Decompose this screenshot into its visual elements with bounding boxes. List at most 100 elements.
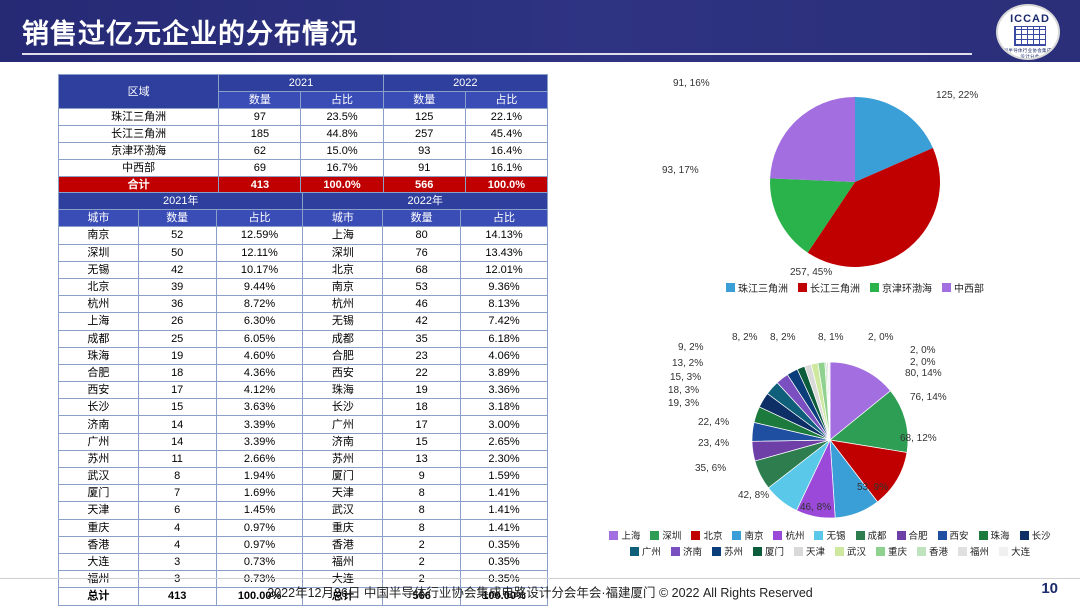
legend-label: 合肥 — [908, 531, 928, 542]
cell-pct-2022: 3.36% — [460, 381, 548, 400]
cell-count-2021: 8 — [137, 466, 217, 486]
col-pct-2022: 占比 — [460, 209, 548, 228]
legend-swatch — [917, 546, 927, 556]
pie2-label-xian: 22, 4% — [698, 417, 730, 428]
legend-swatch — [711, 546, 721, 556]
pie-slice-大连 — [827, 361, 831, 441]
col-count-2022: 数量 — [382, 209, 462, 228]
legend-swatch — [732, 530, 742, 540]
legend-item-西安: 西安 — [937, 528, 969, 542]
cell-pct-2021: 6.05% — [215, 329, 304, 348]
table-row: 珠江三角洲 97 23.5% 125 22.1% — [57, 108, 549, 126]
iccad-logo: ICCAD 中国半导体行业协会集成电路设计分会 — [992, 4, 1064, 60]
pie-slice-上海 — [829, 361, 892, 441]
cell-count-2022: 2 — [382, 570, 462, 589]
cell-count-2021: 4 — [137, 535, 217, 554]
cell-n2022: 125 — [382, 108, 466, 126]
legend-label: 北京 — [703, 531, 723, 542]
col-pct-2021: 占比 — [215, 209, 304, 228]
legend-item-changjiang: 长江三角洲 — [798, 280, 860, 295]
legend-label: 重庆 — [888, 547, 908, 558]
cell-region: 中西部 — [57, 159, 220, 177]
cell-n2021: 69 — [218, 159, 302, 177]
table-row: 南京 52 12.59% 上海 80 14.13% — [58, 226, 548, 245]
pie2-label-nanjing: 53, 9% — [857, 482, 889, 493]
city-table: 2021年 2022年 城市 数量 占比 城市 数量 占比 南京 52 12.59%… — [57, 191, 548, 606]
logo-grid-icon — [1014, 26, 1046, 46]
cell-count-2022: 13 — [382, 449, 462, 469]
cell-city-2022: 广州 — [302, 415, 384, 434]
table-row: 成都 25 6.05% 成都 35 6.18% — [58, 329, 548, 348]
cell-total-label: 合计 — [57, 176, 220, 194]
cell-count-2021: 15 — [137, 398, 217, 417]
legend-swatch — [752, 546, 762, 556]
legend-swatch — [896, 530, 906, 540]
pie-slice-changjiang — [807, 148, 940, 267]
cell-count-2022: 53 — [382, 277, 462, 297]
legend-item-深圳: 深圳 — [650, 528, 681, 542]
cell-region: 京津环渤海 — [57, 142, 220, 160]
col-2022: 2022 — [382, 74, 549, 92]
table-row: 厦门 7 1.69% 天津 8 1.41% — [58, 484, 548, 503]
cell-p2022: 16.1% — [464, 159, 549, 177]
cell-count-2021: 4 — [137, 518, 217, 537]
cell-city-2021: 厦门 — [58, 484, 139, 503]
cell-city-2022: 合肥 — [302, 346, 384, 365]
legend-swatch — [726, 283, 735, 292]
cell-pct-2021: 1.69% — [215, 484, 304, 503]
legend-swatch — [798, 283, 807, 292]
legend-item-广州: 广州 — [629, 544, 661, 558]
pie2-label-chongqing: 2, 0% — [868, 332, 894, 343]
legend-label: 广州 — [641, 547, 661, 558]
legend-item-zhujiang: 珠江三角洲 — [726, 280, 788, 295]
cell-city-2021: 无锡 — [58, 260, 139, 279]
table-row: 上海 26 6.30% 无锡 42 7.42% — [58, 312, 548, 331]
cell-pct-2022: 14.13% — [460, 226, 548, 245]
legend-swatch — [773, 530, 783, 540]
cell-pct-2022: 1.41% — [460, 501, 548, 520]
cell-city-2022: 北京 — [302, 260, 384, 279]
cell-city-2022: 西安 — [302, 363, 384, 383]
cell-p2022: 16.4% — [464, 142, 549, 160]
cell-pct-2021: 4.12% — [215, 381, 304, 400]
region-pie-legend: 珠江三角洲 长江三角洲 京津环渤海 中西部 — [680, 280, 1030, 295]
legend-label: 无锡 — [826, 531, 846, 542]
legend-item-成都: 成都 — [855, 528, 887, 542]
pie2-label-zhuhai: 19, 3% — [668, 398, 700, 409]
col-region: 区域 — [57, 74, 220, 109]
cell-pct-2021: 2.66% — [215, 449, 304, 469]
cell-count-2021: 26 — [137, 312, 217, 331]
cell-p2022: 45.4% — [464, 125, 549, 143]
legend-swatch — [670, 546, 680, 556]
legend-item-合肥: 合肥 — [896, 528, 928, 542]
cell-count-2022: 8 — [382, 518, 462, 537]
footer-divider — [0, 578, 1080, 579]
table-header-row: 城市 数量 占比 城市 数量 占比 — [58, 209, 548, 228]
legend-swatch — [937, 530, 947, 540]
table-row: 重庆 4 0.97% 重庆 8 1.41% — [58, 518, 548, 537]
table-group-header-row: 2021年 2022年 — [57, 191, 548, 211]
city-pie-legend: 上海 深圳 北京 南京 杭州 无锡 成都 合肥 西安 珠海 长沙 广州 济南 苏州 厦门 天津 武汉 重庆 香港 福州… — [600, 528, 1060, 558]
cell-pct-2022: 1.41% — [460, 518, 548, 537]
cell-count-2021: 6 — [137, 501, 217, 520]
cell-city-2021: 深圳 — [58, 243, 139, 262]
table-row: 长沙 15 3.63% 长沙 18 3.18% — [58, 398, 548, 417]
legend-label: 南京 — [744, 531, 764, 542]
cell-pct-2022: 0.35% — [460, 535, 548, 554]
cell-p2021: 15.0% — [300, 142, 384, 160]
cell-city-2021: 广州 — [58, 432, 139, 451]
cell-total-pct-2021: 100.00% — [215, 587, 304, 606]
legend-item-北京: 北京 — [691, 528, 722, 542]
cell-city-2021: 大连 — [58, 552, 139, 572]
cell-city-2021: 武汉 — [58, 466, 139, 486]
legend-label: 香港 — [929, 547, 949, 558]
cell-count-2021: 3 — [137, 552, 217, 572]
legend-swatch — [835, 546, 844, 556]
legend-swatch — [1019, 530, 1029, 540]
pie2-label-hongkong: 2, 0% — [910, 345, 936, 356]
pie2-label-wuxi: 42, 8% — [738, 490, 770, 501]
cell-count-2021: 14 — [137, 432, 217, 451]
cell-city-2022: 福州 — [302, 552, 384, 572]
cell-n2021: 62 — [218, 142, 302, 160]
title-underline — [22, 53, 972, 55]
